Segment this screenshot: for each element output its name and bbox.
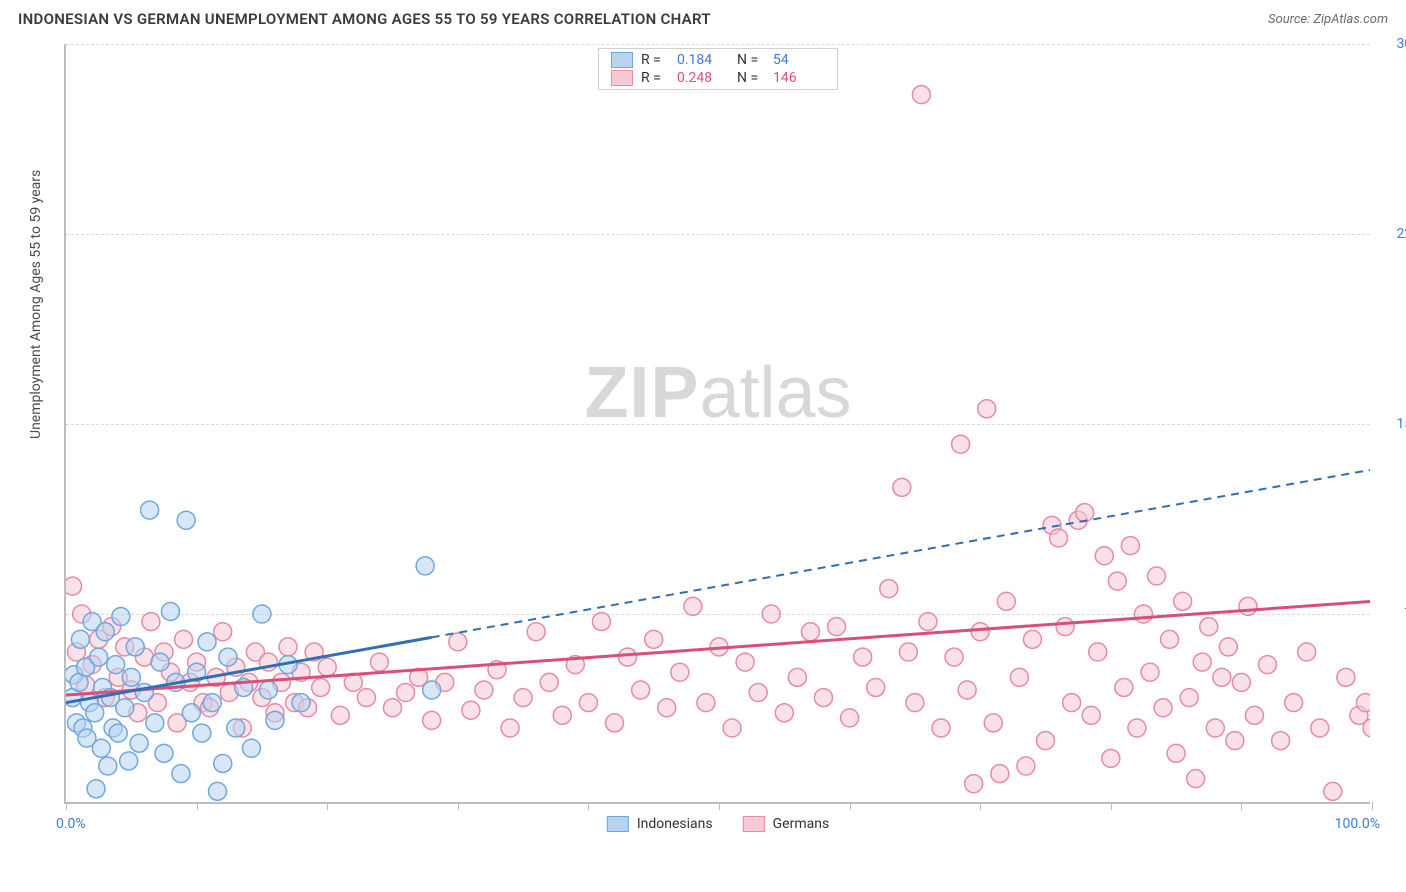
y-tick-label: 30.0% [1396, 36, 1406, 52]
correlation-legend: R = 0.184 N = 54 R = 0.248 N = 146 [598, 48, 838, 90]
y-axis-label: Unemployment Among Ages 55 to 59 years [28, 170, 44, 439]
legend-row-indonesians: R = 0.184 N = 54 [599, 51, 837, 69]
r-value-germans: 0.248 [677, 70, 729, 86]
legend-item-indonesians: Indonesians [607, 816, 713, 832]
swatch-indonesians [607, 816, 629, 832]
n-value-germans: 146 [773, 70, 825, 86]
series-legend: Indonesians Germans [607, 816, 829, 832]
x-min-label: 0.0% [56, 816, 86, 832]
chart-title: INDONESIAN VS GERMAN UNEMPLOYMENT AMONG … [18, 10, 711, 28]
chart-container: Unemployment Among Ages 55 to 59 years Z… [18, 34, 1388, 844]
y-tick-label: 15.0% [1396, 416, 1406, 432]
legend-item-germans: Germans [743, 816, 830, 832]
swatch-germans [611, 70, 633, 86]
swatch-indonesians [611, 52, 633, 68]
header: INDONESIAN VS GERMAN UNEMPLOYMENT AMONG … [0, 0, 1406, 34]
source-label: Source: ZipAtlas.com [1268, 12, 1388, 27]
plot-area: ZIPatlas 7.5%15.0%22.5%30.0% R = 0.184 N… [64, 44, 1370, 804]
x-max-label: 100.0% [1335, 816, 1380, 832]
r-value-indonesians: 0.184 [677, 52, 729, 68]
legend-row-germans: R = 0.248 N = 146 [599, 69, 837, 87]
n-value-indonesians: 54 [773, 52, 825, 68]
swatch-germans [743, 816, 765, 832]
y-tick-label: 22.5% [1396, 226, 1406, 242]
scatter-plot [66, 44, 1370, 802]
